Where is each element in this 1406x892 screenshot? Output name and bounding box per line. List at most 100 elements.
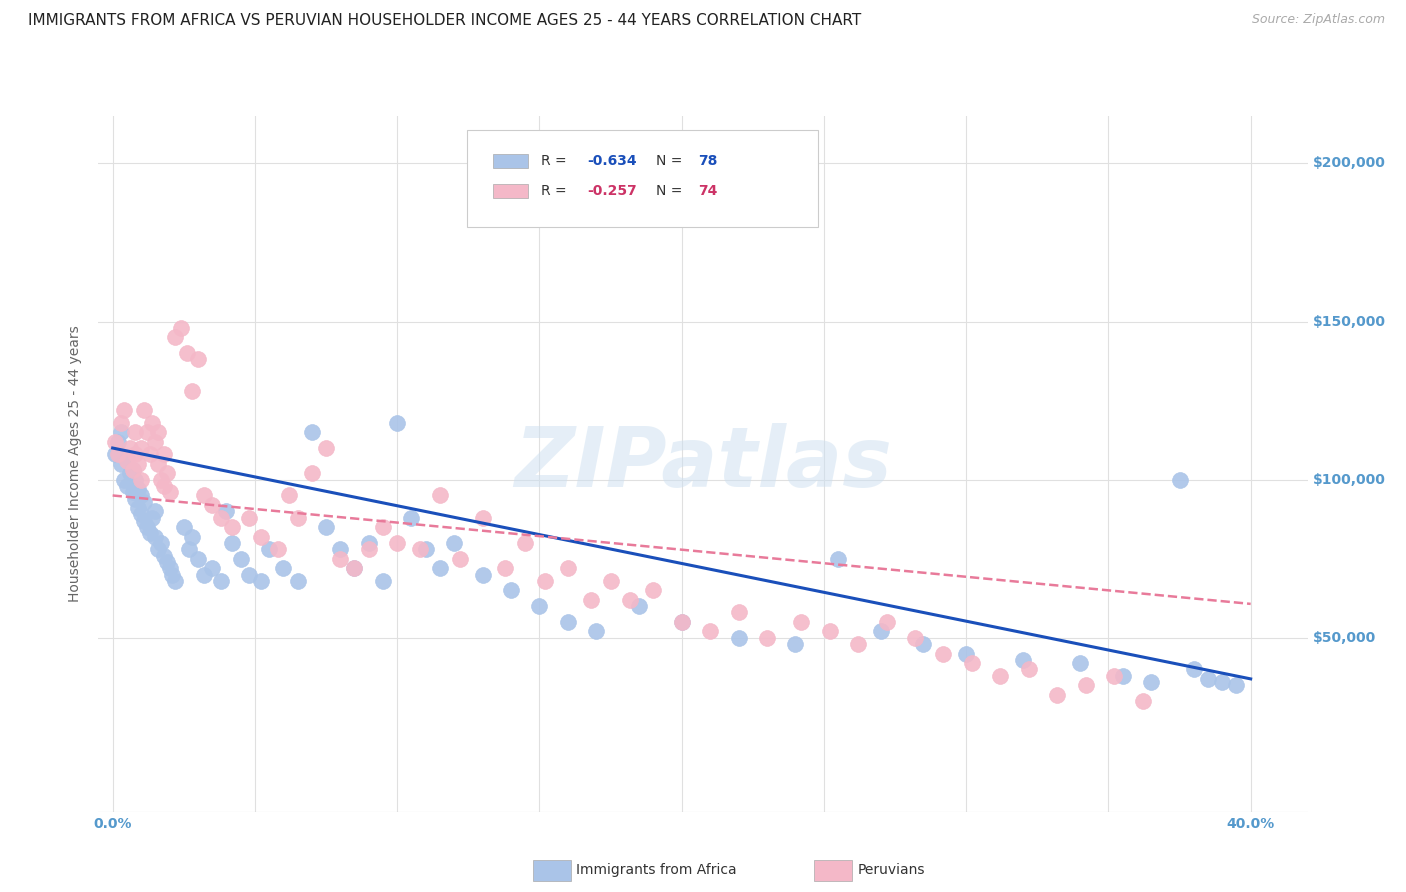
Point xyxy=(699,624,721,639)
Point xyxy=(471,567,494,582)
Text: -0.634: -0.634 xyxy=(586,154,637,169)
Point xyxy=(176,346,198,360)
Point xyxy=(278,488,301,502)
Point xyxy=(170,321,193,335)
Point xyxy=(1074,678,1097,692)
Point xyxy=(162,567,184,582)
Point xyxy=(229,551,252,566)
Point xyxy=(181,384,204,398)
Point xyxy=(129,508,152,522)
Point xyxy=(429,561,451,575)
Point xyxy=(401,510,423,524)
Point xyxy=(932,647,955,661)
Point xyxy=(371,520,394,534)
Point xyxy=(515,536,537,550)
Text: $200,000: $200,000 xyxy=(1313,156,1386,170)
Point xyxy=(112,473,135,487)
Point xyxy=(159,485,181,500)
Text: N =: N = xyxy=(655,154,686,169)
Point xyxy=(273,561,295,575)
Point xyxy=(156,467,179,481)
Point xyxy=(385,536,408,550)
Point xyxy=(138,526,160,541)
Point xyxy=(343,561,366,575)
Point xyxy=(179,542,201,557)
Point xyxy=(869,624,891,639)
Point xyxy=(146,542,169,557)
Point xyxy=(818,624,841,639)
Point xyxy=(315,520,337,534)
Point xyxy=(1197,672,1219,686)
Point xyxy=(165,574,187,588)
Text: $100,000: $100,000 xyxy=(1313,473,1386,487)
Point xyxy=(287,510,309,524)
Point xyxy=(471,510,494,524)
Point xyxy=(221,520,243,534)
Point xyxy=(529,599,551,614)
Point xyxy=(301,425,323,440)
Text: $50,000: $50,000 xyxy=(1313,631,1376,645)
Point xyxy=(129,473,152,487)
Point xyxy=(1102,669,1125,683)
Point xyxy=(329,542,352,557)
Point xyxy=(499,583,522,598)
Point xyxy=(112,403,135,417)
Point xyxy=(110,425,132,440)
Point xyxy=(193,567,215,582)
Point xyxy=(315,441,337,455)
Point xyxy=(409,542,432,557)
Point xyxy=(1046,688,1069,702)
Point xyxy=(494,561,516,575)
Point xyxy=(671,615,693,629)
Point xyxy=(110,457,132,471)
Text: N =: N = xyxy=(655,184,686,198)
Y-axis label: Householder Income Ages 25 - 44 years: Householder Income Ages 25 - 44 years xyxy=(69,326,83,602)
Point xyxy=(153,447,176,461)
Point xyxy=(173,520,195,534)
Point xyxy=(1225,678,1247,692)
Point xyxy=(1111,669,1133,683)
Point xyxy=(124,447,146,461)
Point xyxy=(238,510,260,524)
Point xyxy=(187,551,209,566)
Point xyxy=(209,510,232,524)
Point xyxy=(132,495,155,509)
Point xyxy=(557,561,579,575)
Point xyxy=(115,453,138,467)
Point xyxy=(129,488,152,502)
Point xyxy=(329,551,352,566)
Point xyxy=(159,561,181,575)
Point xyxy=(118,441,141,455)
Point xyxy=(238,567,260,582)
Point xyxy=(127,501,149,516)
Point xyxy=(1012,653,1035,667)
Point xyxy=(143,530,166,544)
Point xyxy=(141,416,163,430)
Point xyxy=(193,488,215,502)
Point xyxy=(266,542,288,557)
Point xyxy=(579,592,602,607)
Point xyxy=(1168,473,1191,487)
Text: Peruvians: Peruvians xyxy=(858,863,925,877)
Text: Source: ZipAtlas.com: Source: ZipAtlas.com xyxy=(1251,13,1385,27)
Text: Immigrants from Africa: Immigrants from Africa xyxy=(576,863,737,877)
Point xyxy=(124,491,146,506)
Point xyxy=(135,520,157,534)
Point xyxy=(115,450,138,465)
Point xyxy=(129,441,152,455)
Point xyxy=(201,561,224,575)
Point xyxy=(371,574,394,588)
Point xyxy=(1132,694,1154,708)
Point xyxy=(221,536,243,550)
Point xyxy=(287,574,309,588)
Point xyxy=(124,425,146,440)
Point xyxy=(827,551,849,566)
Point xyxy=(1211,675,1233,690)
Point xyxy=(118,467,141,481)
Point xyxy=(187,352,209,367)
Point xyxy=(215,504,238,518)
Point xyxy=(585,624,607,639)
Point xyxy=(107,447,129,461)
Point xyxy=(343,561,366,575)
Point xyxy=(301,467,323,481)
